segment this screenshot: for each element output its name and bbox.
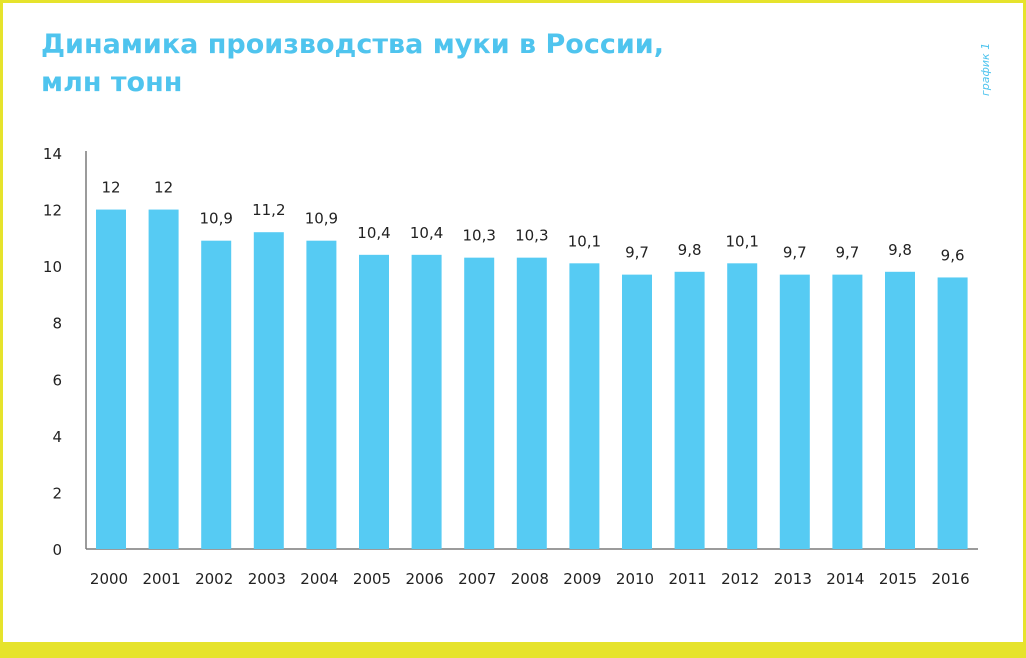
bar-2005	[359, 254, 389, 550]
bar-2006	[411, 254, 442, 550]
y-tick-label: 2	[52, 484, 62, 502]
bar-2008	[516, 257, 547, 549]
data-label-2005: 10,4	[357, 224, 390, 242]
data-label-2011: 9,8	[678, 241, 702, 259]
bar-2007	[464, 257, 495, 549]
y-tick-label: 8	[52, 315, 62, 333]
bar-2001	[148, 209, 179, 550]
x-tick-label-2004: 2004	[300, 570, 338, 588]
chart-title: Динамика производства муки в России, млн…	[41, 26, 761, 102]
data-label-2010: 9,7	[625, 244, 649, 262]
bar-2016	[937, 277, 968, 549]
y-axis: 0 2 4 6 8 10 12 14	[43, 145, 87, 559]
x-tick-label-2005: 2005	[353, 570, 391, 588]
x-tick-label-2009: 2009	[563, 570, 601, 588]
bar-2003	[253, 232, 284, 549]
data-label-2012: 10,1	[725, 232, 758, 250]
data-label-2009: 10,1	[568, 232, 601, 250]
x-tick-label-2000: 2000	[90, 570, 128, 588]
data-label-2006: 10,4	[410, 224, 443, 242]
data-label-2013: 9,7	[783, 244, 807, 262]
data-label-2014: 9,7	[835, 244, 859, 262]
y-tick-label: 4	[52, 428, 62, 446]
bar-2015	[885, 271, 915, 549]
x-tick-label-2006: 2006	[406, 570, 444, 588]
x-tick-label-2012: 2012	[721, 570, 759, 588]
x-tick-label-2003: 2003	[248, 570, 286, 588]
data-label-2008: 10,3	[515, 227, 548, 245]
bar-2013	[779, 274, 810, 549]
x-tick-label-2014: 2014	[826, 570, 864, 588]
bar-2012	[727, 263, 758, 549]
y-tick-label: 6	[52, 371, 62, 389]
bar-2004	[306, 240, 337, 549]
data-label-2002: 10,9	[199, 210, 232, 228]
data-label-2003: 11,2	[252, 201, 285, 219]
bar-2014	[832, 274, 863, 549]
chart-title-line-1: Динамика производства муки в России,	[41, 29, 664, 60]
bar-2000	[96, 209, 126, 550]
bar-2011	[674, 271, 705, 549]
bar-2002	[201, 240, 232, 549]
data-label-2001: 12	[154, 179, 173, 197]
x-axis: 2000 2001 2002 2003 2004 2005 2006 2007 2008 2009…	[86, 548, 978, 588]
chart-title-line-2: млн тонн	[41, 67, 183, 98]
x-tick-label-2008: 2008	[511, 570, 549, 588]
data-label-2000: 12	[101, 179, 120, 197]
y-tick-label: 10	[43, 258, 62, 276]
x-tick-label-2011: 2011	[669, 570, 707, 588]
x-tick-label-2013: 2013	[774, 570, 812, 588]
y-tick-label: 0	[52, 541, 62, 559]
x-tick-label-2001: 2001	[143, 570, 181, 588]
bar-2009	[569, 263, 600, 549]
bars	[96, 209, 968, 550]
x-tick-label-2010: 2010	[616, 570, 654, 588]
data-label-2016: 9,6	[941, 246, 965, 264]
y-tick-label: 14	[43, 145, 62, 163]
x-tick-label-2015: 2015	[879, 570, 917, 588]
x-tick-label-2007: 2007	[458, 570, 496, 588]
x-tick-label-2016: 2016	[932, 570, 970, 588]
data-label-2004: 10,9	[305, 210, 338, 228]
data-label-2015: 9,8	[888, 241, 912, 259]
data-labels: 12 12 10,9 11,2 10,9 10,4 10,4 10,3 10,3 10,1 9,7 9…	[101, 179, 964, 265]
x-tick-label-2002: 2002	[195, 570, 233, 588]
y-tick-label: 12	[43, 202, 62, 220]
data-label-2007: 10,3	[462, 227, 495, 245]
bar-2010	[622, 274, 652, 549]
